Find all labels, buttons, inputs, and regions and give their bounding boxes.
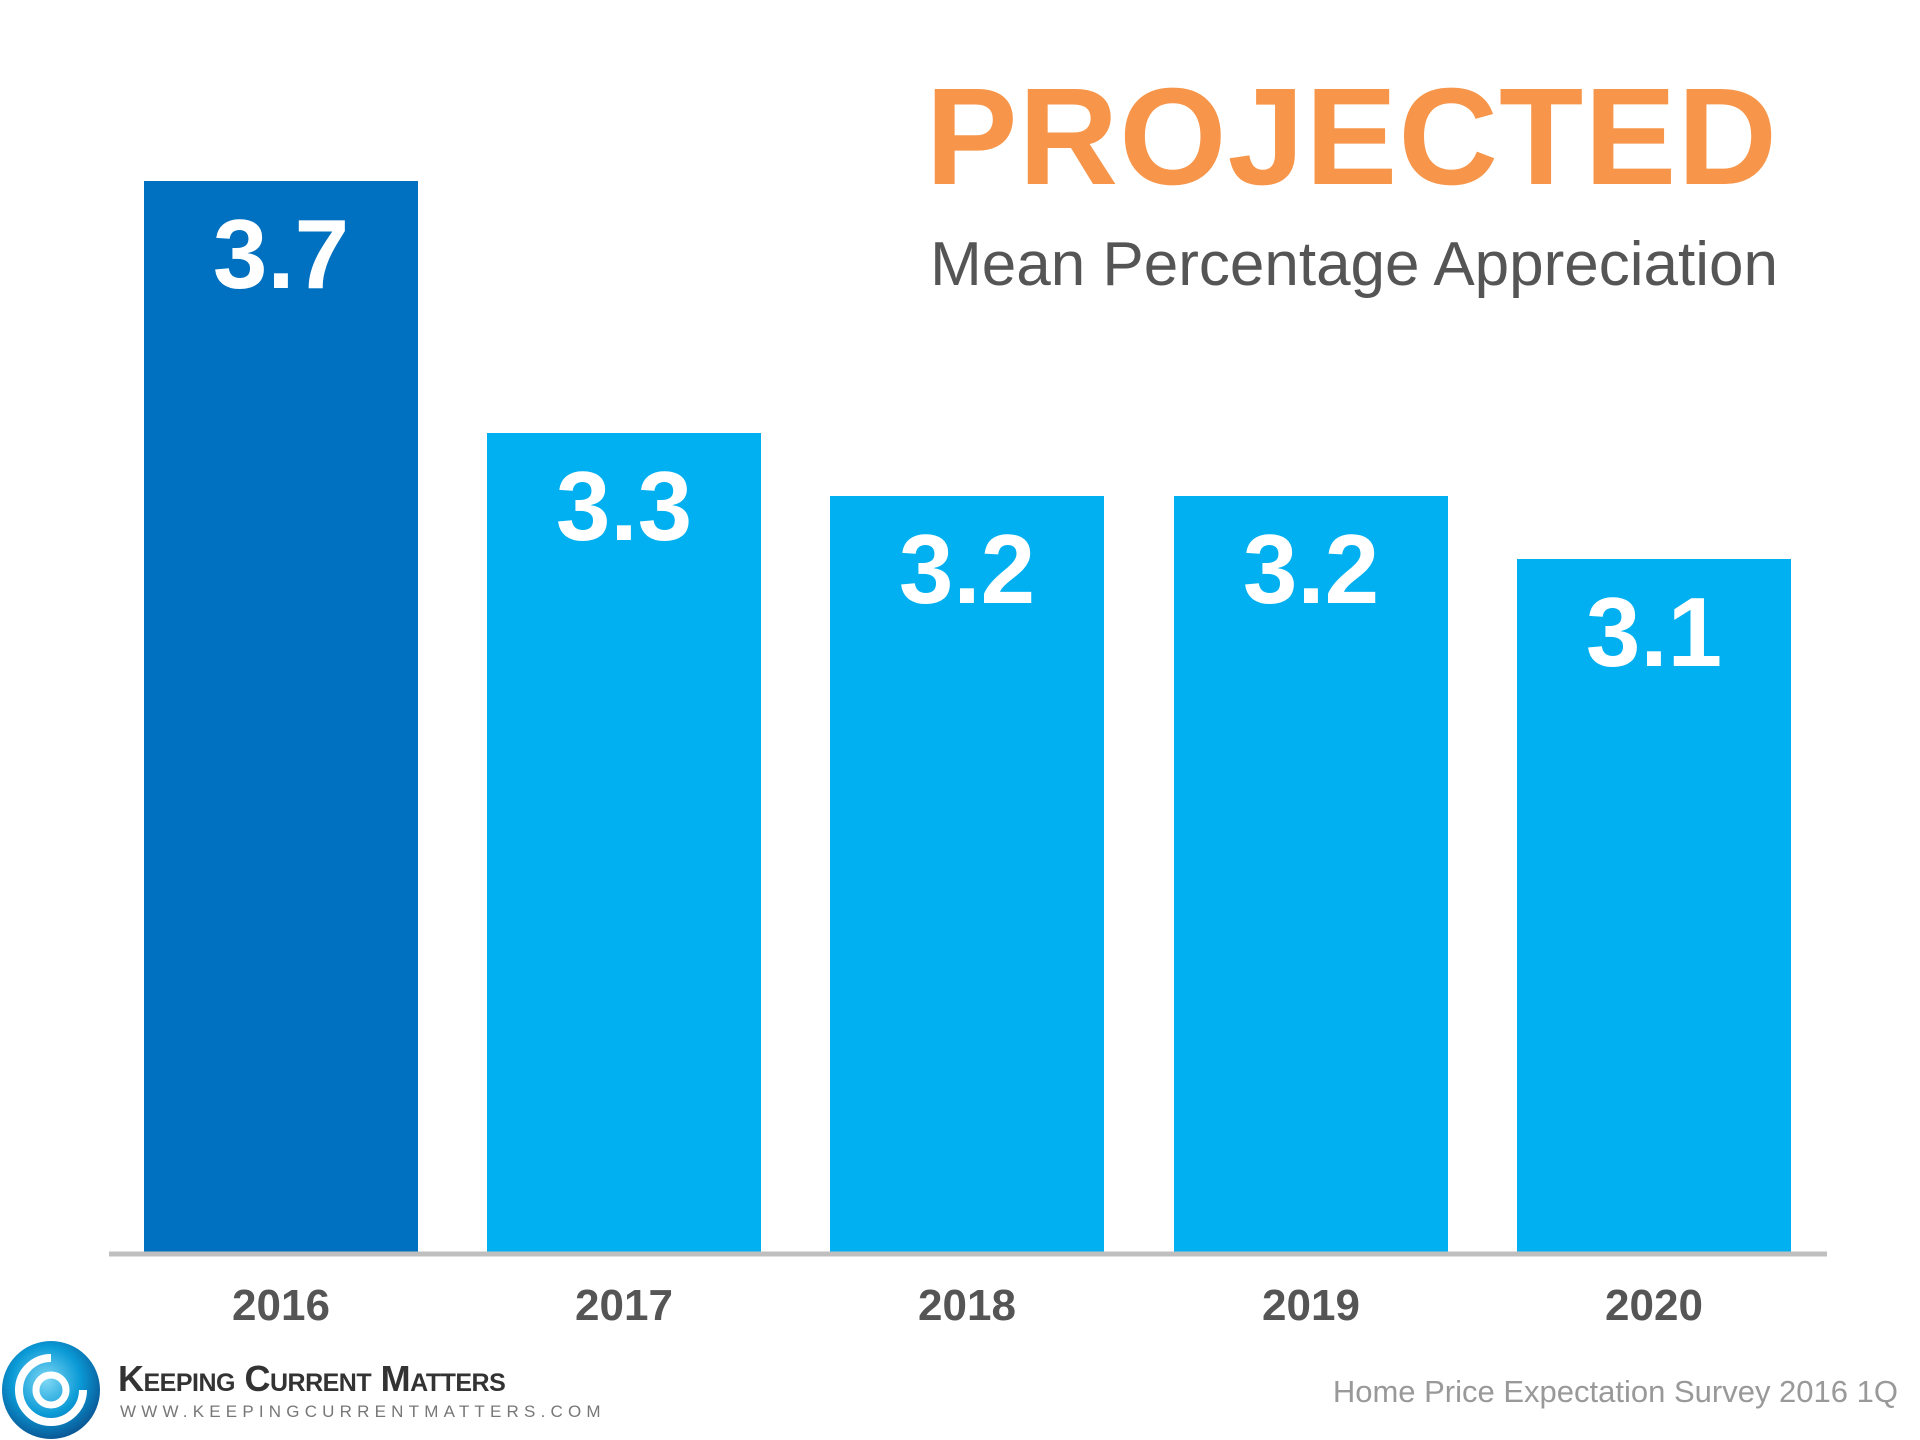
bar-2018	[830, 496, 1104, 1252]
chart-title: PROJECTED	[925, 60, 1778, 214]
value-label: 3.3	[556, 451, 692, 561]
logo-name: Keeping Current Matters	[118, 1358, 506, 1399]
bar-2017	[487, 433, 761, 1252]
chart-subtitle: Mean Percentage Appreciation	[930, 230, 1778, 299]
value-label: 3.2	[1243, 514, 1379, 624]
logo-url: WWW.KEEPINGCURRENTMATTERS.COM	[120, 1402, 606, 1421]
x-tick-label: 2018	[918, 1281, 1016, 1330]
bar-2016	[144, 181, 418, 1252]
bar-chart: 3.7 2016 3.3 2017 3.2 2018 3.2 2019 3.1 2020	[109, 181, 1827, 1330]
x-tick-label: 2020	[1605, 1281, 1703, 1330]
kcm-logo: Keeping Current Matters WWW.KEEPINGCURRE…	[0, 1338, 601, 1440]
bar-2019	[1174, 496, 1448, 1252]
x-tick-label: 2019	[1262, 1281, 1360, 1330]
swirl-logo-icon	[2, 1341, 100, 1439]
value-label: 3.1	[1586, 577, 1722, 687]
value-label: 3.2	[899, 514, 1035, 624]
value-label: 3.7	[213, 199, 349, 309]
bar-2020	[1517, 559, 1791, 1252]
source-note: Home Price Expectation Survey 2016 1Q	[1332, 1374, 1898, 1409]
x-tick-label: 2017	[575, 1281, 673, 1330]
x-tick-label: 2016	[232, 1281, 330, 1330]
